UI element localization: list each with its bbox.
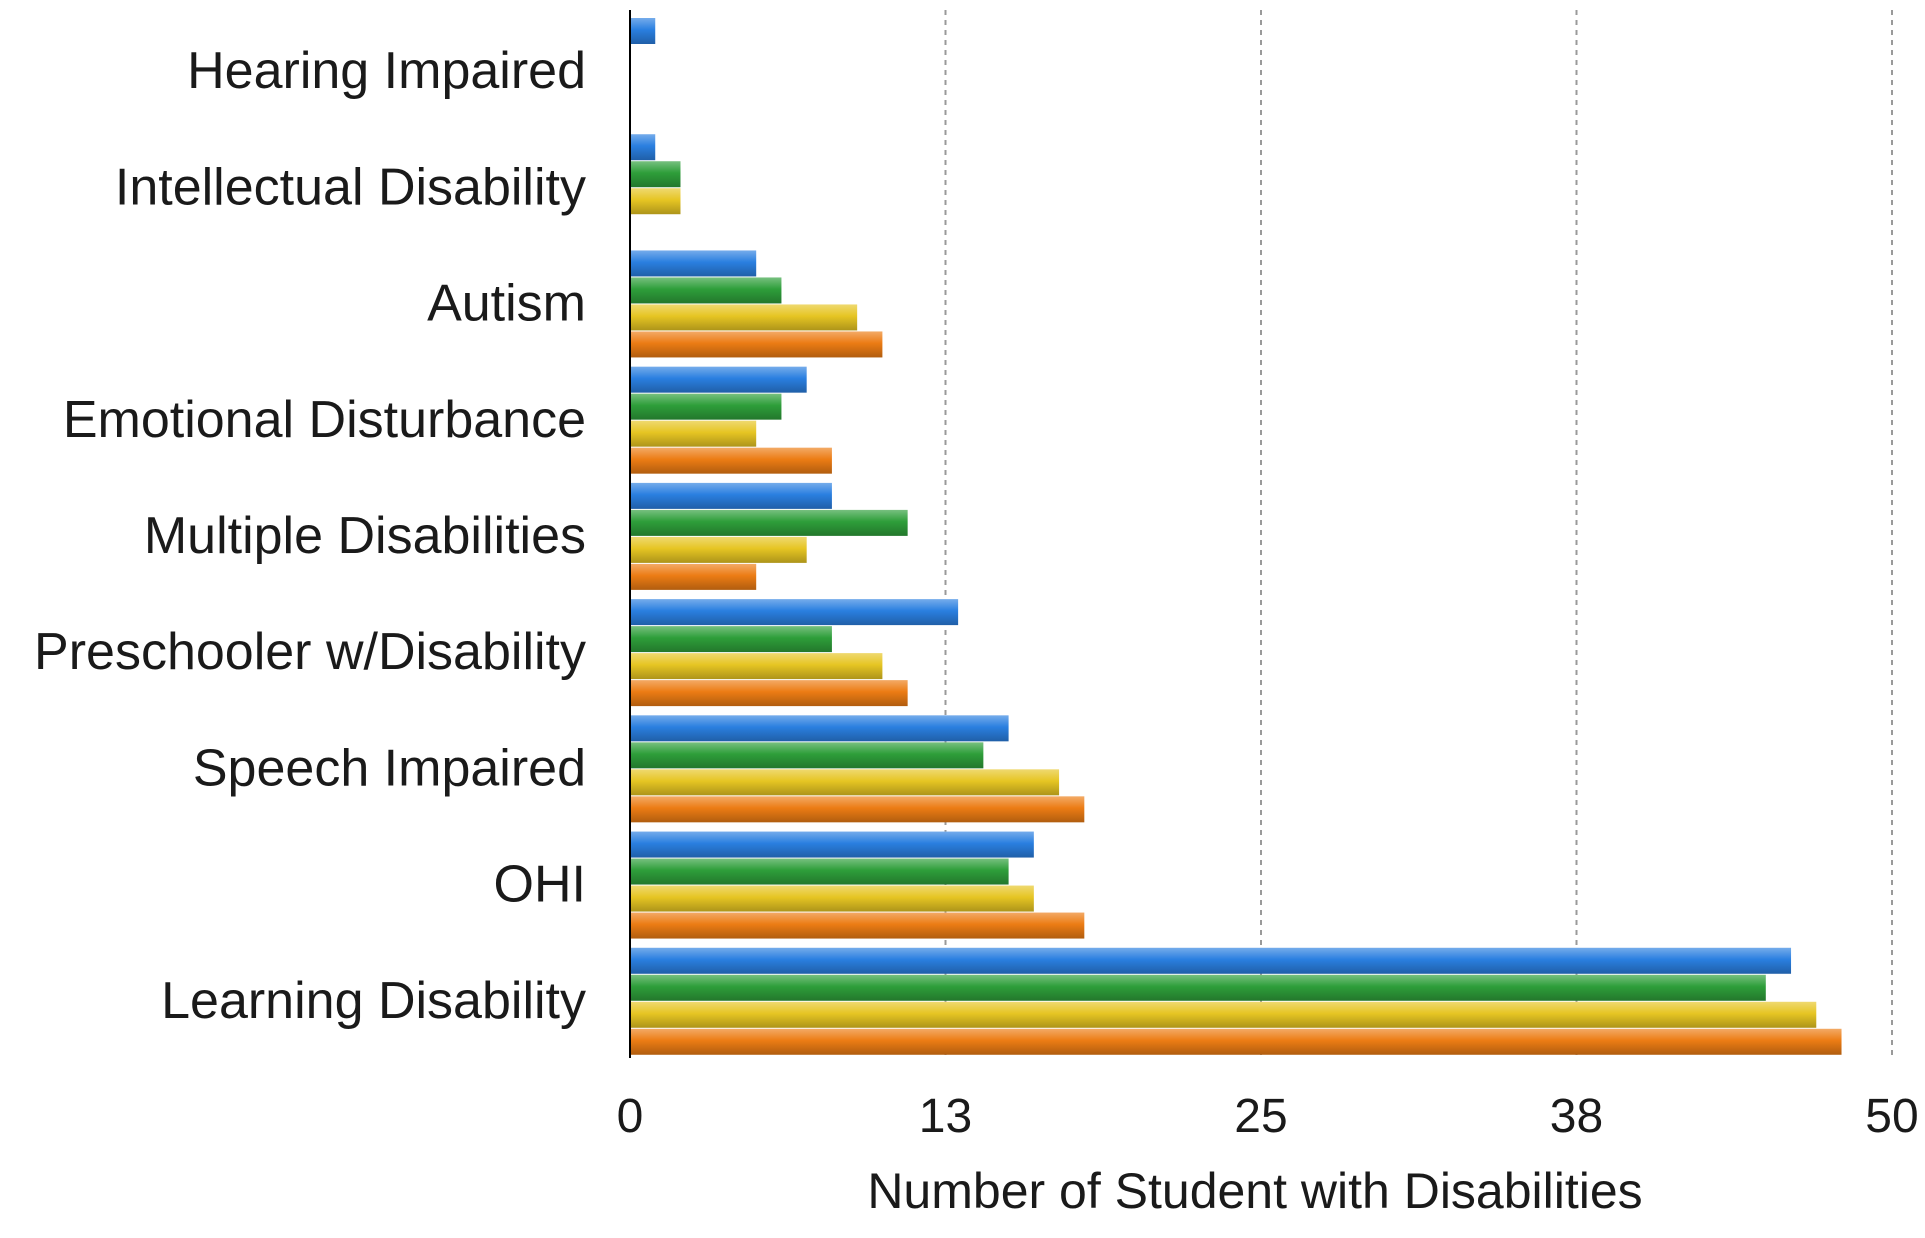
category-label: OHI bbox=[494, 856, 586, 914]
bar bbox=[630, 742, 984, 769]
bar bbox=[630, 715, 1009, 742]
bar bbox=[630, 1028, 1842, 1055]
category-label: Speech Impaired bbox=[193, 739, 586, 797]
category-label: Hearing Impaired bbox=[187, 42, 586, 100]
bar bbox=[630, 161, 681, 188]
bars bbox=[630, 18, 1842, 1055]
bar bbox=[630, 680, 908, 707]
bar bbox=[630, 599, 959, 626]
bar bbox=[630, 858, 1009, 885]
bar bbox=[630, 974, 1766, 1001]
x-tick-label: 50 bbox=[1865, 1090, 1918, 1143]
bar bbox=[630, 134, 656, 161]
bar bbox=[630, 188, 681, 215]
bar bbox=[630, 393, 782, 420]
bar bbox=[630, 482, 832, 509]
bar bbox=[630, 420, 757, 447]
category-label: Learning Disability bbox=[161, 972, 586, 1030]
bar bbox=[630, 18, 656, 44]
bar bbox=[630, 912, 1085, 939]
x-tick-label: 0 bbox=[617, 1090, 644, 1143]
bar bbox=[630, 885, 1034, 912]
tick-labels: 0 13 25 38 50 bbox=[617, 1090, 1919, 1143]
x-tick-label: 25 bbox=[1234, 1090, 1287, 1143]
bar bbox=[630, 447, 832, 474]
bar bbox=[630, 831, 1034, 858]
bar bbox=[630, 536, 807, 563]
bar bbox=[630, 796, 1085, 823]
grid-lines bbox=[944, 10, 1893, 1058]
category-label: Multiple Disabilities bbox=[144, 507, 586, 565]
category-label: Emotional Disturbance bbox=[63, 391, 586, 449]
bar bbox=[630, 947, 1792, 974]
bar bbox=[630, 626, 832, 653]
bar bbox=[630, 563, 757, 590]
x-axis-title: Number of Student with Disabilities bbox=[867, 1163, 1642, 1219]
bar bbox=[630, 366, 807, 393]
category-label: Preschooler w/Disability bbox=[34, 623, 586, 681]
bar bbox=[630, 769, 1060, 796]
x-tick-label: 13 bbox=[919, 1090, 972, 1143]
category-label: Autism bbox=[427, 275, 586, 333]
bar bbox=[630, 277, 782, 304]
bar bbox=[630, 331, 883, 358]
bar bbox=[630, 653, 883, 680]
bar bbox=[630, 250, 757, 277]
bar bbox=[630, 304, 858, 331]
x-tick-label: 38 bbox=[1550, 1090, 1603, 1143]
category-label: Intellectual Disability bbox=[115, 158, 586, 216]
bar bbox=[630, 509, 908, 536]
category-labels: Hearing Impaired Intellectual Disability A… bbox=[34, 42, 586, 1030]
bar bbox=[630, 1001, 1817, 1028]
